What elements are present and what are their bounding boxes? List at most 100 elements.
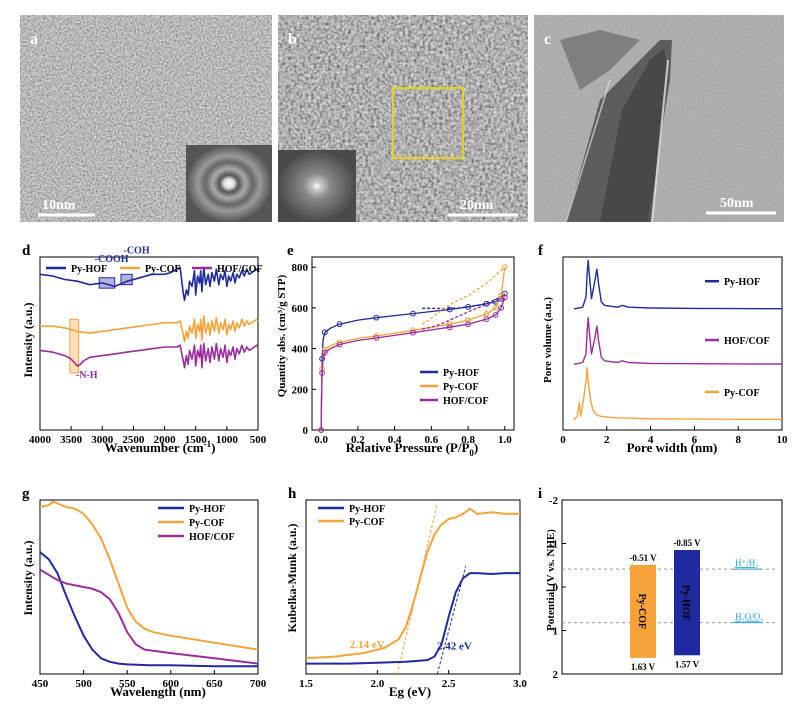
scale-bar-label-a: 10nm [42,198,76,213]
y-tick-label-i: 1 [553,626,559,638]
axis-title-x-g: Wavelength (nm) [110,684,206,699]
plot-frame-f [562,256,783,431]
desorption-line-e-1 [421,266,506,325]
axis-title-y-e: Quantity abs. (cm³/g STP) [276,274,288,397]
data-point-e [336,341,343,348]
panel-b: b 20nm [278,15,528,222]
series-line-d-2 [39,342,259,369]
band-name-i: Py-COF [636,594,647,630]
data-point-e [446,306,453,313]
band-bar-i-0 [630,564,656,658]
y-tick-label-i: 2 [553,669,559,681]
x-tick-label-d: 1500 [185,434,208,446]
flake-layer [600,48,668,222]
band-cb-label-i: -0.51 V [629,553,657,563]
axis-title-y-h: Kubelka-Munk (a.u.) [285,523,299,632]
desorption-line-e-0 [422,294,506,310]
x-tick-label-g: 600 [163,678,180,690]
panel-label-f: f [538,243,544,259]
legend-label-e: HOF/COF [443,396,489,407]
series-line-g-1 [39,500,259,651]
legend-label-d: Py-COF [145,264,181,275]
axis-title-y-i: Potential (V vs. NHE) [545,529,557,631]
legend-label-d: Py-HOF [71,264,107,275]
x-tick-label-f: 0 [560,434,566,446]
annotation-d: -COH [123,246,149,257]
band-vb-label-i: 1.63 V [631,662,656,672]
y-tick-label-e: 200 [292,384,309,396]
scale-bar-label-c: 50nm [720,196,754,211]
flake-edge [560,30,640,90]
data-point-e [498,304,505,311]
panel-c: c 50nm [534,15,784,223]
annotation-d: -COOH [95,254,129,265]
series-line-d-0 [39,266,259,302]
y-tick-label-e: 400 [292,344,309,356]
band-vb-label-i: 1.57 V [675,659,700,669]
legend-label-e: Py-COF [443,382,479,393]
axis-title-y-d: Intensity (a.u.) [21,302,35,377]
adsorption-line-e-2 [320,297,506,431]
panel-label-g: g [22,486,30,502]
panel-label-d: d [22,243,31,259]
data-point-e [465,317,471,323]
x-tick-label-h: 2.0 [370,678,384,690]
legend-label-g: Py-COF [189,518,225,529]
chart-layer: 4000 3500 3000 2500 2000 1500 1000 500-COOH-COH… [29,246,788,690]
series-line-f-0 [573,259,783,310]
y-tick-label-i: 0 [553,582,559,594]
series-line-d-1 [40,314,259,343]
axis-title-x-d: Wavenumber (cm-1) [105,439,216,455]
x-tick-label-h: 1.5 [299,678,313,690]
x-tick-label-f: 8 [735,434,741,446]
data-point-e [465,321,471,328]
series-line-f-2 [573,367,783,421]
legend-label-h: Py-HOF [349,504,385,515]
axis-title-x-h: Eg (eV) [389,684,431,699]
legend-label-f: Py-HOF [724,277,760,288]
panel-label-i: i [538,486,542,502]
series-line-g-2 [39,568,259,665]
plot-frame-h [305,499,521,675]
band-bar-i-1 [674,550,700,656]
data-point-e [501,294,508,301]
y-tick-label-e: 600 [292,303,309,315]
x-tick-label-d: 500 [250,434,267,446]
data-point-e [319,370,326,376]
y-tick-label-e: 800 [292,262,309,274]
data-point-e [410,329,416,336]
panel-a: a 10nm [20,15,272,222]
x-tick-label-e: 0.0 [314,434,328,446]
x-tick-label-e: 1.0 [498,434,512,446]
data-point-e [336,321,343,328]
panel-label-h: h [288,486,297,502]
legend-label-d: HOF/COF [217,264,263,275]
panel-label-b: b [288,31,297,48]
legend-label-g: HOF/COF [189,532,235,543]
annotation-h: 2.42 eV [437,641,472,653]
plot-frame-d [39,256,259,431]
legend-label-g: Py-HOF [189,504,225,515]
y-tick-label-i: -1 [549,539,558,551]
x-tick-label-g: 650 [206,678,223,690]
legend-label-e: Py-HOF [443,368,479,379]
axis-title-y-g: Intensity (a.u.) [21,540,35,615]
annotation-h: 2.14 eV [350,639,385,651]
legend-label-f: Py-COF [724,388,760,399]
fft-inset-b [278,150,356,222]
annotation-d: -N-H [76,370,98,381]
series-line-f-1 [573,316,783,365]
tangent-line-h-1 [436,565,467,675]
data-point-e [465,303,471,310]
reference-label-i: H₂O/O₂ [735,612,763,622]
fft-inset-a [186,145,272,222]
data-point-e [318,427,325,433]
axis-title-y-f: Pore volume (a.u.) [542,297,554,383]
data-point-e [373,335,380,341]
x-tick-label-f: 6 [692,434,698,446]
panel-label-a: a [30,31,38,48]
band-cb-label-i: -0.85 V [673,538,701,548]
x-tick-label-g: 500 [75,678,92,690]
series-line-h-0 [306,572,520,665]
legend-label-h: Py-COF [349,517,385,528]
